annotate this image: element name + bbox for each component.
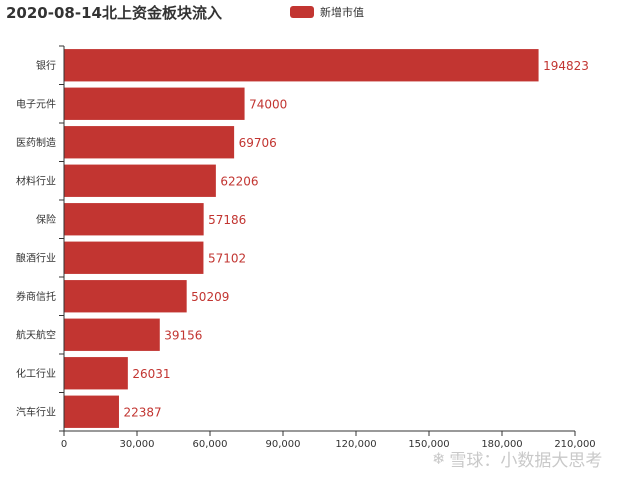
legend-swatch xyxy=(290,6,314,18)
category-label: 酿酒行业 xyxy=(16,251,56,264)
watermark-text: 雪球：小数据大思考 xyxy=(449,451,603,471)
snowball-logo-icon: ❄ xyxy=(432,449,446,468)
x-tick-label: 210,000 xyxy=(554,439,595,450)
data-label: 194823 xyxy=(543,59,589,73)
bar xyxy=(64,164,216,197)
bar xyxy=(64,318,160,351)
category-label: 化工行业 xyxy=(16,367,56,380)
x-tick-label: 120,000 xyxy=(335,439,376,450)
category-label: 汽车行业 xyxy=(16,405,56,418)
data-label: 57102 xyxy=(208,251,246,265)
x-tick-label: 180,000 xyxy=(481,439,522,450)
bar xyxy=(64,357,128,390)
data-label: 69706 xyxy=(239,136,277,150)
category-label: 银行 xyxy=(36,59,56,72)
bar xyxy=(64,49,539,82)
data-label: 50209 xyxy=(191,290,229,304)
x-tick-label: 150,000 xyxy=(408,439,449,450)
category-label: 保险 xyxy=(36,213,56,226)
bar xyxy=(64,203,204,236)
watermark: ❄ 雪球：小数据大思考 xyxy=(432,446,602,471)
legend-label: 新增市值 xyxy=(320,6,364,19)
category-label: 材料行业 xyxy=(16,174,56,187)
data-label: 74000 xyxy=(249,97,287,111)
bar xyxy=(64,241,204,274)
data-label: 62206 xyxy=(220,174,258,188)
bar xyxy=(64,280,187,313)
x-tick-label: 30,000 xyxy=(120,439,155,450)
legend[interactable]: 新增市值 xyxy=(290,4,364,20)
x-tick-label: 90,000 xyxy=(266,439,301,450)
data-label: 22387 xyxy=(123,405,161,419)
chart-title: 2020-08-14北上资金板块流入 xyxy=(6,4,222,22)
x-tick-label: 60,000 xyxy=(193,439,228,450)
category-label: 电子元件 xyxy=(16,97,56,110)
bar xyxy=(64,395,119,428)
bar xyxy=(64,87,245,120)
data-label: 39156 xyxy=(164,328,202,342)
category-label: 医药制造 xyxy=(16,136,56,149)
category-label: 航天航空 xyxy=(16,328,56,341)
data-label: 26031 xyxy=(132,367,170,381)
x-tick-label: 0 xyxy=(61,439,67,450)
data-label: 57186 xyxy=(208,213,246,227)
category-label: 券商信托 xyxy=(16,290,56,303)
bar xyxy=(64,126,235,159)
